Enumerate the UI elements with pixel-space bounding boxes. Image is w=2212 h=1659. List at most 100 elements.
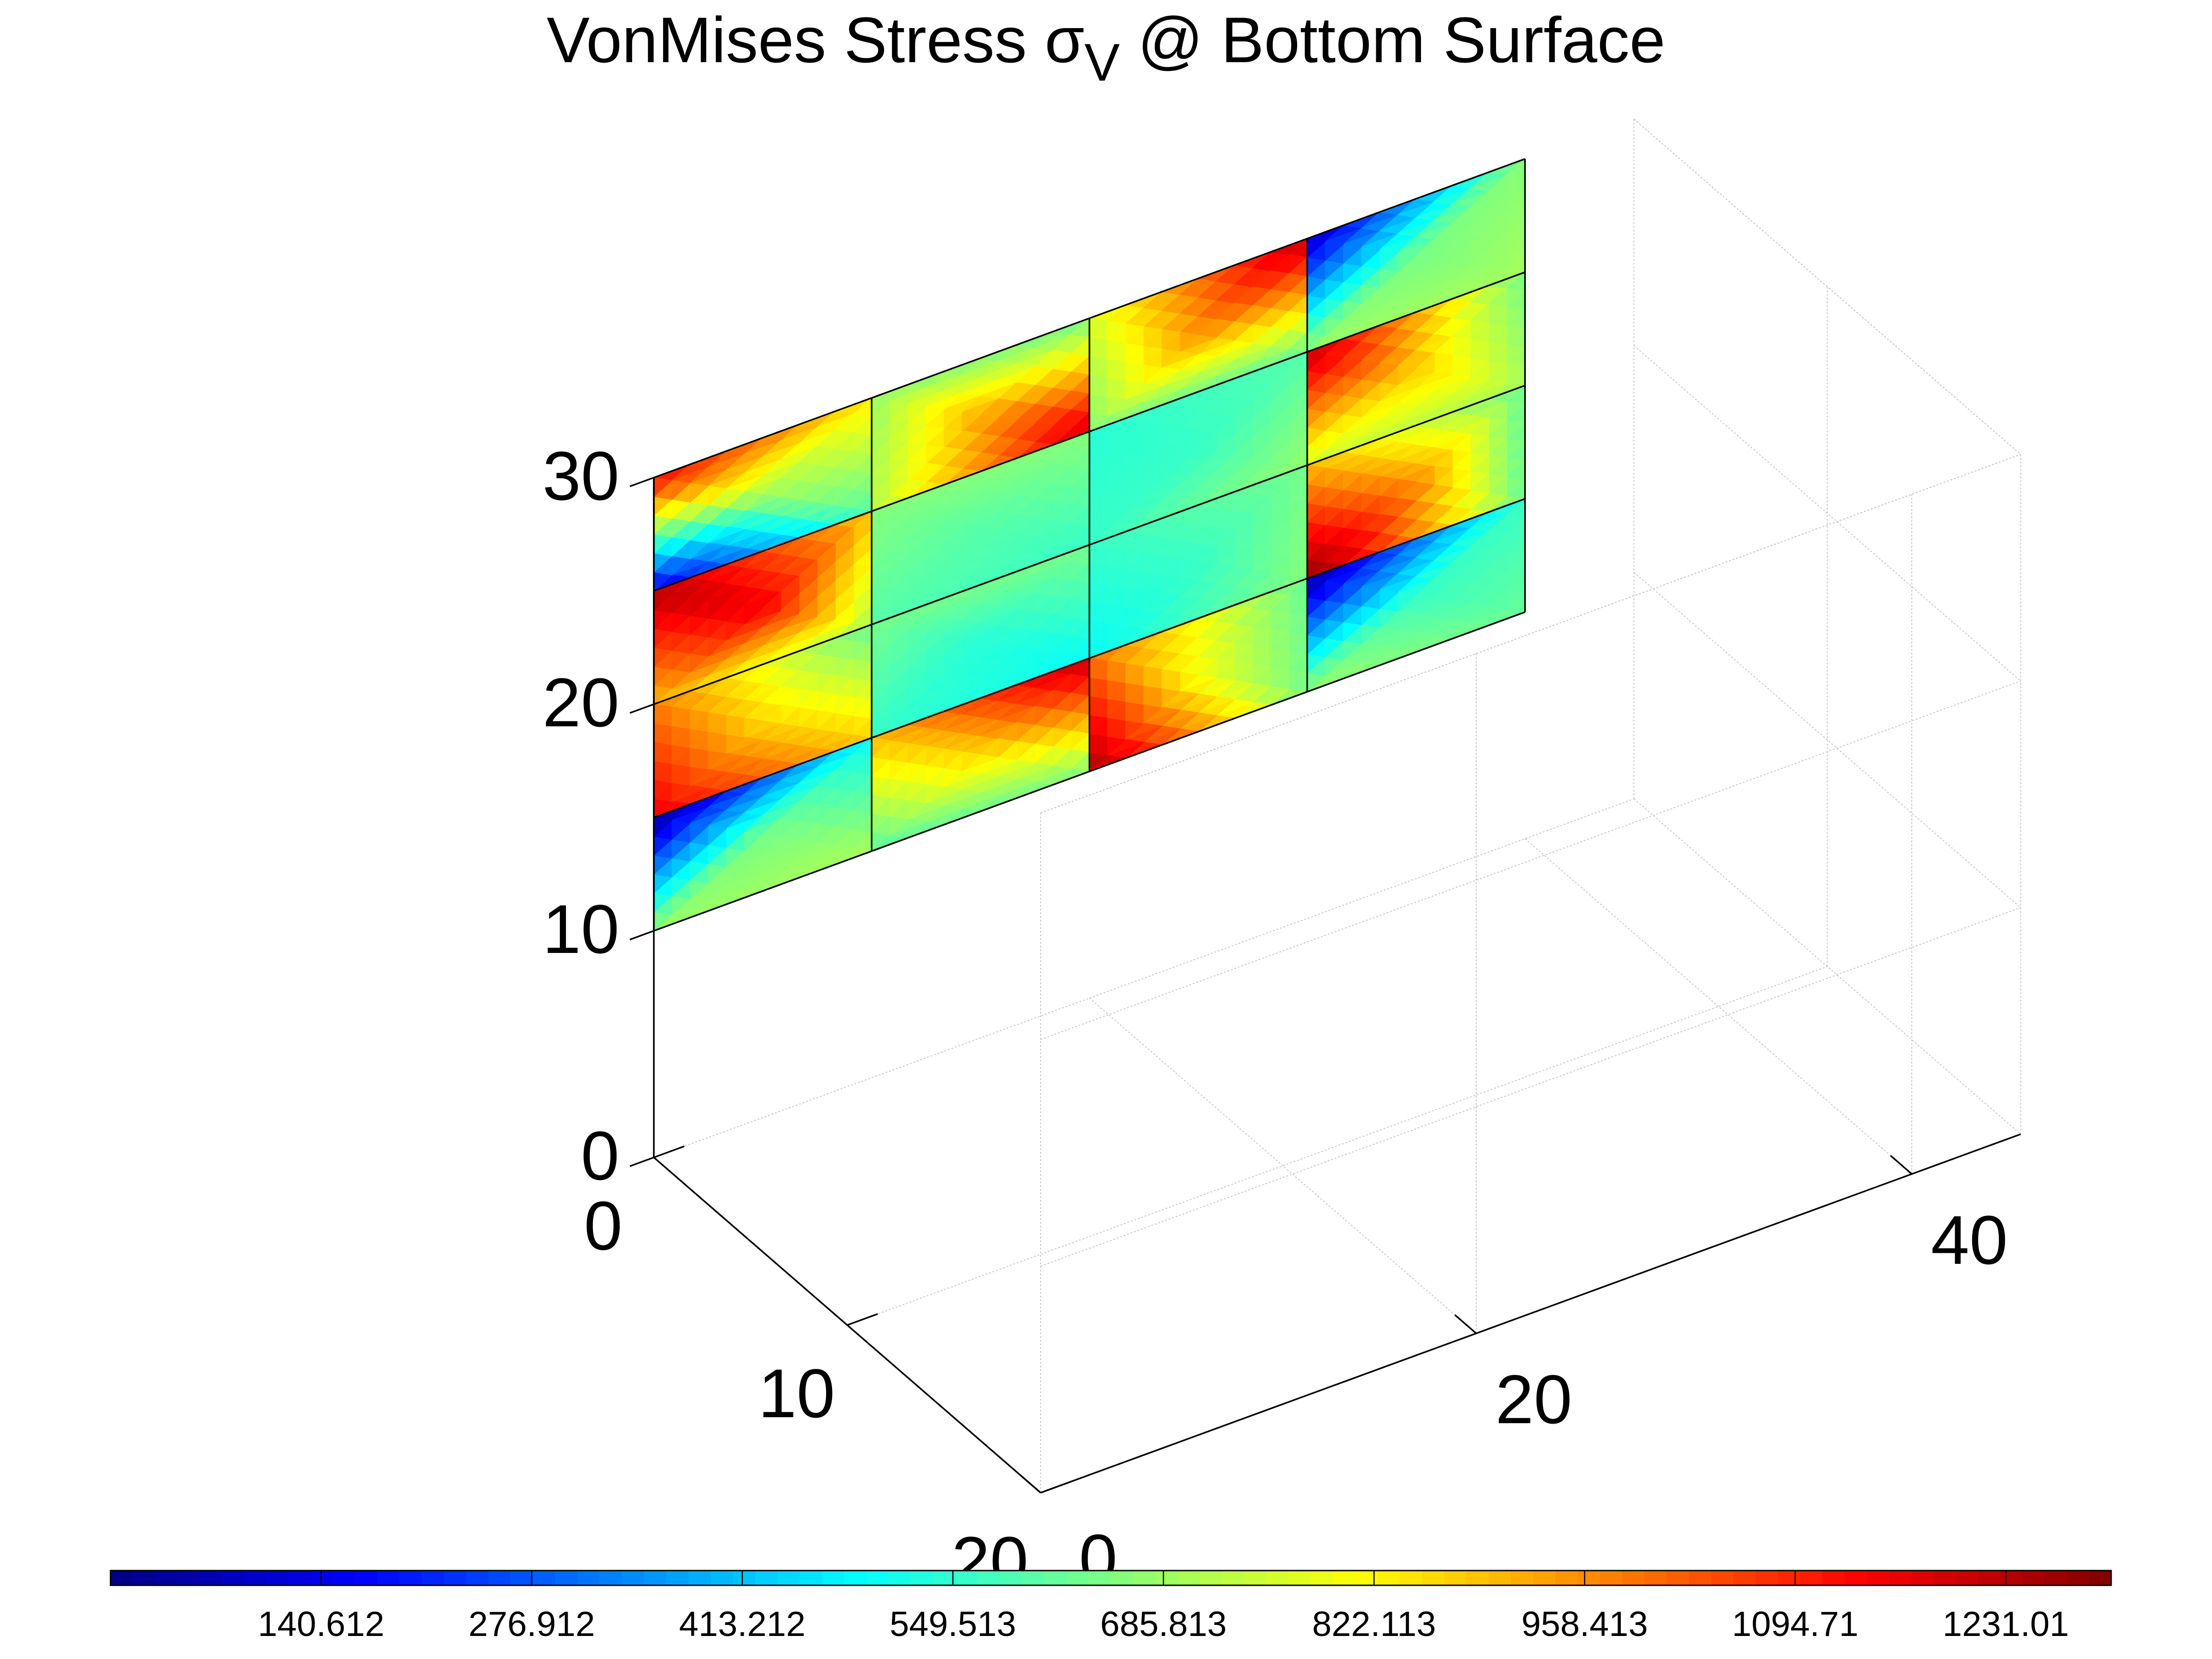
- colorbar-swatch: [421, 1571, 444, 1585]
- grid-line: [1040, 454, 2021, 813]
- z-tick-label: 30: [542, 437, 619, 514]
- surface-cell: [1089, 578, 1308, 772]
- colorbar-tick-label: 413.212: [679, 1605, 806, 1644]
- grid-line: [1525, 838, 1912, 1174]
- colorbar-swatch: [1755, 1571, 1778, 1585]
- colorbar-tick-label: 549.513: [890, 1605, 1016, 1644]
- chart-title-main: VonMises Stress σ: [547, 4, 1084, 76]
- colorbar-swatch: [2044, 1571, 2067, 1585]
- surface-patch: [1379, 589, 1399, 609]
- surface-patch: [1180, 445, 1199, 466]
- colorbar-swatch: [1511, 1571, 1534, 1585]
- colorbar-swatch: [2000, 1571, 2023, 1585]
- colorbar-swatch: [1533, 1571, 1556, 1585]
- colorbar-tick-label: 1231.01: [1943, 1605, 2069, 1644]
- surface-patch: [744, 604, 764, 625]
- surface-patch: [744, 491, 764, 512]
- z-tick-label: 20: [542, 664, 619, 741]
- colorbar-swatch: [244, 1571, 267, 1585]
- surface-patch: [1180, 558, 1199, 579]
- surface-patch: [1180, 672, 1199, 692]
- z-tick: [629, 930, 654, 940]
- colorbar-swatch: [1444, 1571, 1467, 1585]
- colorbar-swatch: [1578, 1571, 1601, 1585]
- surface-patch: [1125, 437, 1145, 457]
- surface-patch: [1107, 321, 1127, 341]
- colorbar-swatch: [155, 1571, 178, 1585]
- colorbar-swatch: [1244, 1571, 1267, 1585]
- colorbar-swatch: [399, 1571, 422, 1585]
- colorbar-swatch: [332, 1571, 355, 1585]
- colorbar-swatch: [733, 1571, 756, 1585]
- surface-patch: [708, 599, 728, 619]
- colorbar-swatch: [355, 1571, 378, 1585]
- colorbar-swatch: [977, 1571, 1000, 1585]
- element-edge: [653, 611, 1525, 932]
- surface-patch: [889, 400, 909, 421]
- surface-patch: [744, 831, 764, 852]
- surface-patch: [926, 519, 945, 539]
- colorbar-swatch: [1555, 1571, 1578, 1585]
- colorbar-swatch: [444, 1571, 467, 1585]
- x-tick-label: 10: [758, 1355, 835, 1432]
- colorbar-swatch: [710, 1571, 733, 1585]
- colorbar-swatch: [799, 1571, 822, 1585]
- surface-patch: [1180, 332, 1199, 352]
- chart-title-suffix: @ Bottom Surface: [1120, 4, 1665, 76]
- colorbar-swatch: [1889, 1571, 1912, 1585]
- colorbar-swatch: [1800, 1571, 1822, 1585]
- surface-cell: [1089, 351, 1308, 546]
- colorbar-swatch: [622, 1571, 645, 1585]
- surface-cell: [871, 657, 1090, 852]
- colorbar-swatch: [1377, 1571, 1400, 1585]
- surface-patch: [908, 403, 927, 423]
- colorbar-frame: [110, 1570, 2112, 1586]
- surface-patch: [654, 477, 673, 497]
- colorbar: 140.612 276.912 413.212 549.513 685.813 822.1…: [110, 1570, 2112, 1644]
- grid-line: [847, 966, 1828, 1326]
- colorbar-tick-label: 276.912: [468, 1605, 595, 1644]
- colorbar-swatch: [511, 1571, 533, 1585]
- surface-cell: [654, 510, 873, 705]
- grid-line: [1089, 998, 1477, 1334]
- colorbar-swatch: [1422, 1571, 1445, 1585]
- colorbar-tick-label: 1094.71: [1732, 1605, 1858, 1644]
- y-tick-label: 40: [1931, 1201, 2008, 1279]
- colorbar-swatch: [688, 1571, 711, 1585]
- colorbar-swatch: [1333, 1571, 1356, 1585]
- colorbar-swatch: [177, 1571, 200, 1585]
- surface-patch: [1343, 584, 1362, 604]
- y-tick: [1890, 1155, 1913, 1175]
- surface-patch: [671, 707, 691, 727]
- colorbar-swatch: [888, 1571, 911, 1585]
- surface-patch: [908, 630, 927, 650]
- chart-title-subscript: V: [1084, 33, 1120, 92]
- grid-line: [1040, 680, 2021, 1040]
- colorbar-swatch: [777, 1571, 800, 1585]
- colorbar-swatch: [1311, 1571, 1333, 1585]
- colorbar-swatch: [1000, 1571, 1022, 1585]
- surface-patch: [1107, 547, 1127, 567]
- surface-patch: [1143, 439, 1163, 460]
- x-tick: [1040, 1481, 1071, 1494]
- colorbar-swatch: [221, 1571, 244, 1585]
- colorbar-swatch: [1222, 1571, 1245, 1585]
- surface-patch: [1361, 246, 1381, 267]
- y-tick: [1454, 1314, 1477, 1334]
- y-tick-label: 20: [1496, 1361, 1572, 1438]
- surface-patch: [1397, 479, 1417, 499]
- colorbar-swatch: [1089, 1571, 1112, 1585]
- surface-cell: [1306, 498, 1525, 693]
- colorbar-swatch: [1733, 1571, 1756, 1585]
- surface-patch: [908, 743, 927, 763]
- colorbar-swatch: [1177, 1571, 1200, 1585]
- colorbar-swatch: [2089, 1571, 2112, 1585]
- z-tick-label: 10: [542, 890, 619, 968]
- colorbar-swatch: [1911, 1571, 1934, 1585]
- surface-patch: [1161, 442, 1181, 462]
- surface-patch: [1343, 357, 1362, 377]
- colorbar-swatch: [1133, 1571, 1156, 1585]
- colorbar-swatch: [821, 1571, 844, 1585]
